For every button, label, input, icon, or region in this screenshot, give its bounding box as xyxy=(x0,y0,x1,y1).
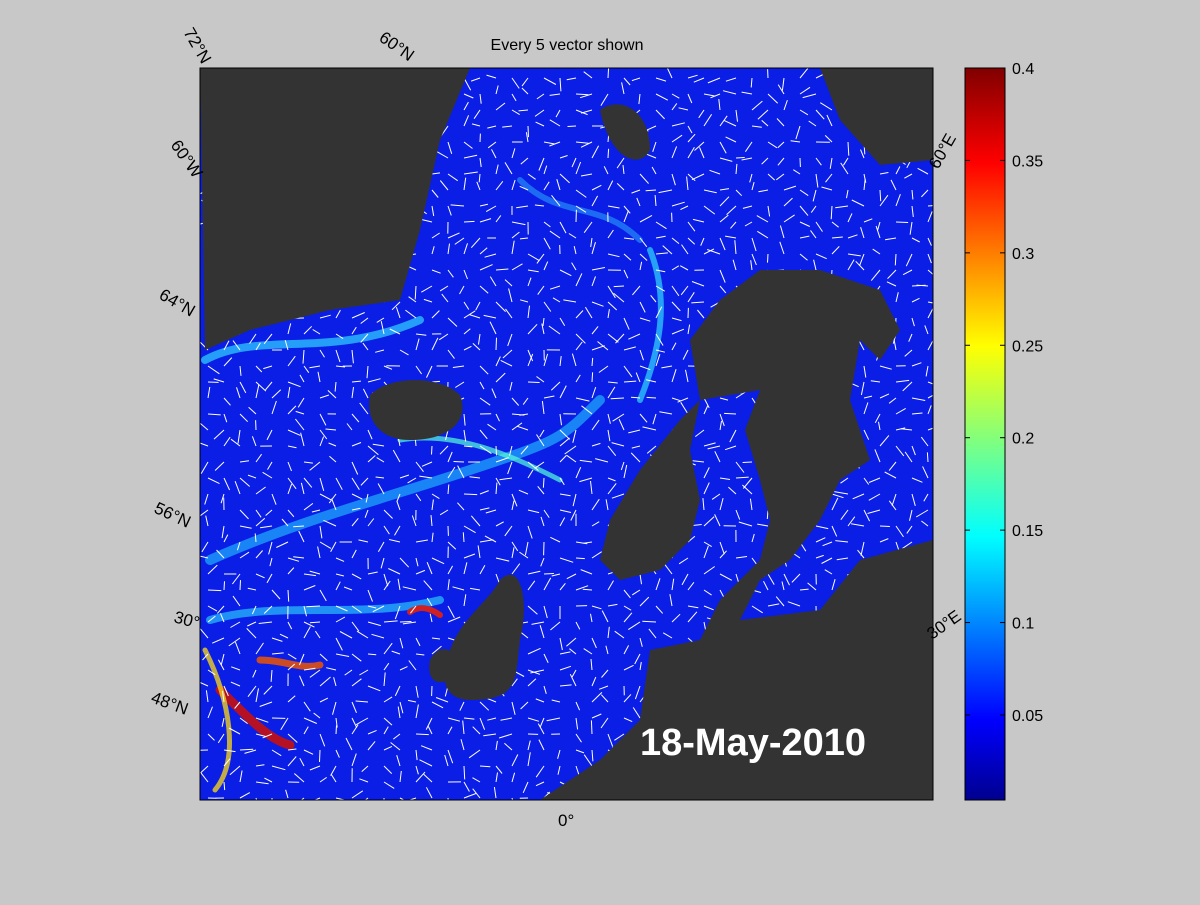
vector-arrow xyxy=(528,126,529,137)
vector-arrow xyxy=(646,190,656,191)
vector-arrow xyxy=(576,558,585,559)
colorbar-tick-label: 0.4 xyxy=(1012,61,1034,78)
vector-arrow xyxy=(240,580,241,590)
vector-arrow xyxy=(543,478,544,488)
vector-arrow xyxy=(591,720,592,734)
vector-arrow xyxy=(611,398,624,399)
colorbar-tick-label: 0.3 xyxy=(1012,246,1034,263)
map-area: 18-May-2010 xyxy=(195,66,941,811)
vector-arrow xyxy=(895,254,896,265)
vector-arrow xyxy=(288,590,289,602)
vector-arrow xyxy=(880,190,881,201)
colorbar-tick-label: 0.15 xyxy=(1012,523,1043,540)
vector-arrow xyxy=(608,149,609,158)
vector-arrow xyxy=(724,413,736,414)
vector-arrow xyxy=(642,621,656,622)
vector-arrow xyxy=(464,221,475,222)
vector-arrow xyxy=(896,222,908,223)
vector-arrow xyxy=(463,532,464,542)
vector-arrow xyxy=(592,372,593,382)
vector-arrow xyxy=(592,358,593,366)
colorbar: 0.05 0.1 0.15 0.2 0.25 0.3 0.35 0.4 xyxy=(965,61,1043,800)
grid-label: 72°N xyxy=(180,25,215,67)
colorbar-tick-label: 0.2 xyxy=(1012,431,1034,448)
vector-arrow xyxy=(927,452,928,462)
colorbar-scale xyxy=(965,68,1005,800)
vector-arrow xyxy=(416,734,429,735)
colorbar-tick-label: 0.35 xyxy=(1012,153,1043,170)
colorbar-tick-label: 0.05 xyxy=(1012,708,1043,725)
vector-arrow xyxy=(208,590,221,591)
grid-label: 56°N xyxy=(151,498,193,531)
vector-arrow xyxy=(240,749,253,750)
grid-label: 48°N xyxy=(149,688,191,719)
vector-arrow xyxy=(432,446,433,455)
vector-arrow xyxy=(464,766,465,779)
vector-arrow xyxy=(768,254,769,263)
vector-arrow xyxy=(224,581,225,590)
vector-arrow xyxy=(400,622,411,623)
vector-arrow xyxy=(544,574,554,575)
vector-arrow xyxy=(224,782,225,790)
vector-arrow xyxy=(647,397,656,398)
grid-label: 0° xyxy=(558,811,574,830)
grid-label: 60°N xyxy=(376,28,418,65)
vector-arrow xyxy=(568,126,577,127)
colorbar-tick-label: 0.1 xyxy=(1012,616,1034,633)
vector-arrow xyxy=(464,494,477,495)
map-title: Every 5 vector shown xyxy=(491,37,644,54)
grid-label: 30° xyxy=(172,608,202,633)
vector-arrow xyxy=(736,158,745,159)
vector-arrow xyxy=(743,462,752,463)
vector-arrow xyxy=(496,446,497,455)
grid-label: 64°N xyxy=(156,285,198,320)
date-label: 18-May-2010 xyxy=(640,722,866,764)
vector-arrow xyxy=(336,725,337,734)
vector-arrow xyxy=(614,286,624,287)
vector-arrow xyxy=(880,526,890,527)
vector-arrow xyxy=(454,462,465,463)
vector-arrow xyxy=(496,338,497,350)
vector-arrow xyxy=(320,750,321,762)
colorbar-tick-label: 0.25 xyxy=(1012,338,1043,355)
vector-arrow xyxy=(928,205,936,206)
vector-arrow xyxy=(576,94,589,95)
vector-arrow xyxy=(528,382,540,383)
vector-arrow xyxy=(310,622,320,623)
